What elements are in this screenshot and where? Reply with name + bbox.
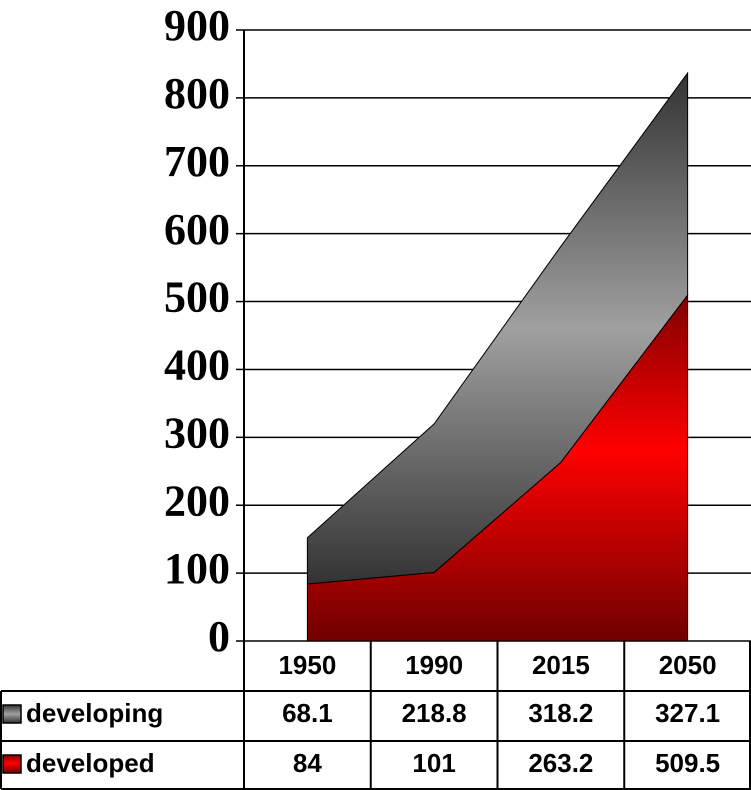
legend-label: developed — [26, 748, 155, 778]
y-tick-label: 900 — [164, 1, 230, 50]
legend-swatch — [2, 704, 22, 724]
y-tick-label: 600 — [164, 205, 230, 254]
table-header: 1990 — [405, 650, 463, 680]
y-tick-label: 500 — [164, 273, 230, 322]
table-cell: 218.8 — [402, 698, 467, 728]
table-cell: 263.2 — [528, 748, 593, 778]
table-cell: 84 — [293, 748, 322, 778]
table-header: 1950 — [278, 650, 336, 680]
table-cell: 101 — [412, 748, 455, 778]
y-tick-label: 400 — [164, 341, 230, 390]
table-cell: 68.1 — [282, 698, 333, 728]
table-header: 2050 — [659, 650, 717, 680]
y-tick-label: 0 — [208, 612, 230, 661]
area — [306, 71, 689, 585]
legend-label: developing — [26, 698, 163, 728]
table-cell: 327.1 — [655, 698, 720, 728]
table-cell: 318.2 — [528, 698, 593, 728]
y-tick-label: 300 — [164, 408, 230, 457]
y-tick-label: 800 — [164, 69, 230, 118]
table-header: 2015 — [532, 650, 590, 680]
legend-swatch — [2, 754, 22, 774]
y-tick-label: 200 — [164, 476, 230, 525]
y-tick-label: 700 — [164, 137, 230, 186]
y-tick-label: 100 — [164, 544, 230, 593]
table-cell: 509.5 — [655, 748, 720, 778]
